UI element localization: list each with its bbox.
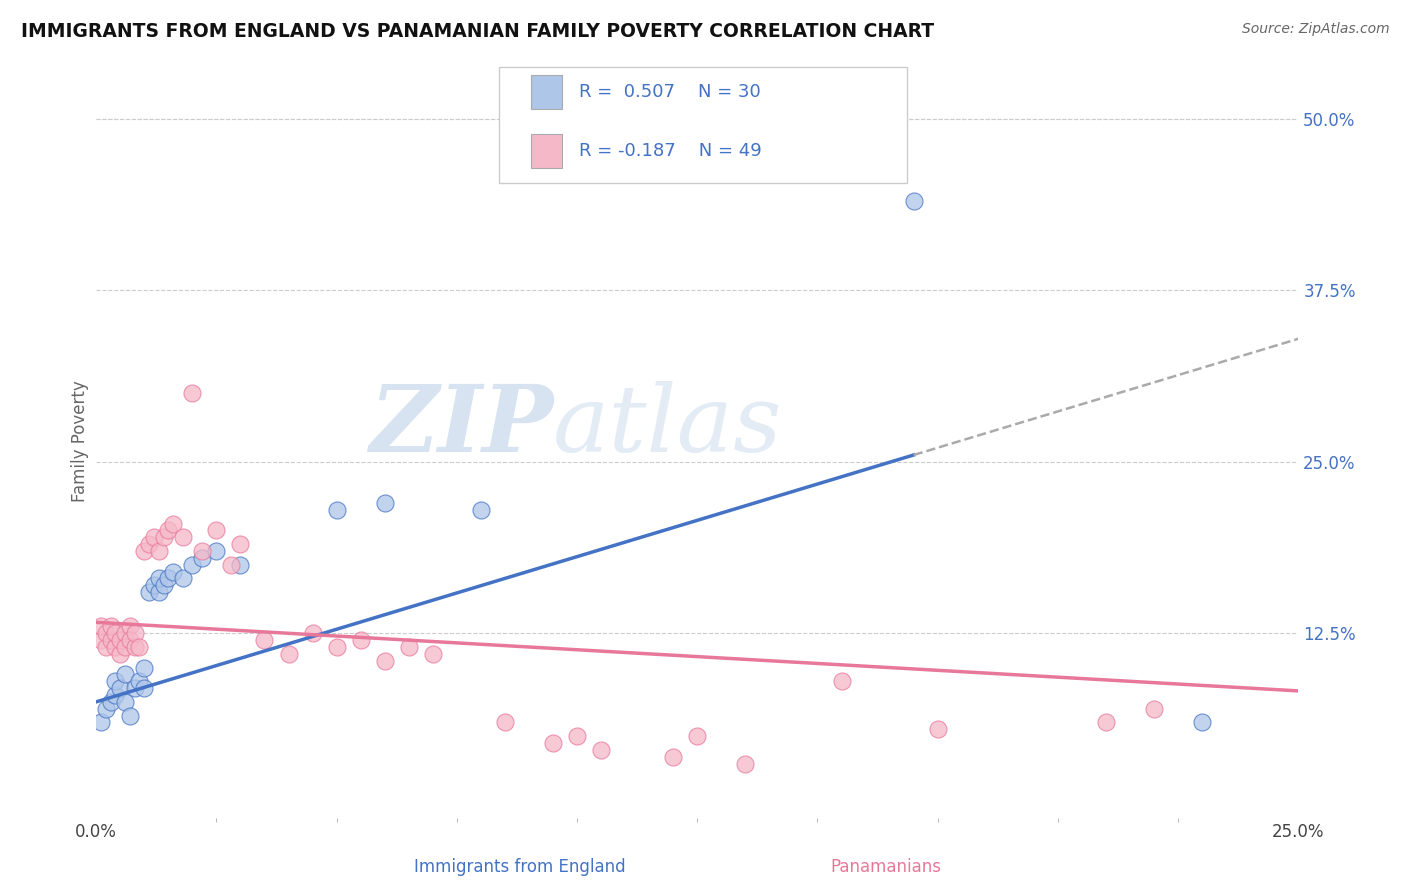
Point	[104, 688, 127, 702]
Point	[350, 633, 373, 648]
Point	[128, 674, 150, 689]
Point	[90, 633, 112, 648]
Point	[134, 544, 156, 558]
Point	[162, 565, 184, 579]
Point	[100, 695, 122, 709]
Point	[686, 729, 709, 743]
Point	[134, 681, 156, 695]
Point	[219, 558, 242, 572]
Point	[110, 633, 132, 648]
Point	[110, 681, 132, 695]
Point	[104, 626, 127, 640]
Point	[734, 756, 756, 771]
Point	[253, 633, 276, 648]
Text: R =  0.507    N = 30: R = 0.507 N = 30	[579, 83, 761, 101]
Point	[157, 571, 180, 585]
Point	[100, 633, 122, 648]
Point	[662, 749, 685, 764]
Point	[903, 194, 925, 209]
Point	[172, 530, 194, 544]
Text: ZIP: ZIP	[368, 381, 553, 471]
Point	[325, 640, 347, 654]
Point	[301, 626, 323, 640]
Point	[128, 640, 150, 654]
Point	[118, 708, 141, 723]
Point	[325, 503, 347, 517]
Point	[118, 633, 141, 648]
Point	[1143, 702, 1166, 716]
Point	[422, 647, 444, 661]
Point	[398, 640, 420, 654]
Point	[100, 619, 122, 633]
Point	[591, 743, 613, 757]
Point	[134, 660, 156, 674]
Point	[114, 667, 136, 681]
Y-axis label: Family Poverty: Family Poverty	[72, 380, 89, 502]
Point	[124, 681, 146, 695]
Text: IMMIGRANTS FROM ENGLAND VS PANAMANIAN FAMILY POVERTY CORRELATION CHART: IMMIGRANTS FROM ENGLAND VS PANAMANIAN FA…	[21, 22, 934, 41]
Point	[229, 537, 252, 551]
Point	[152, 578, 174, 592]
Point	[374, 654, 396, 668]
Point	[927, 723, 949, 737]
Point	[94, 702, 117, 716]
Point	[191, 544, 214, 558]
Point	[181, 386, 204, 401]
Point	[191, 550, 214, 565]
Point	[374, 496, 396, 510]
Point	[229, 558, 252, 572]
Point	[118, 619, 141, 633]
Point	[114, 640, 136, 654]
Point	[831, 674, 853, 689]
Point	[148, 544, 170, 558]
Point	[541, 736, 564, 750]
Point	[90, 619, 112, 633]
Point	[1095, 715, 1118, 730]
Point	[104, 640, 127, 654]
Point	[157, 524, 180, 538]
Point	[142, 578, 165, 592]
Point	[124, 640, 146, 654]
Point	[114, 695, 136, 709]
Point	[152, 530, 174, 544]
Point	[104, 674, 127, 689]
Text: Panamanians: Panamanians	[831, 858, 941, 876]
Point	[124, 626, 146, 640]
Point	[205, 524, 228, 538]
Point	[94, 640, 117, 654]
Point	[181, 558, 204, 572]
Point	[138, 585, 160, 599]
Point	[110, 647, 132, 661]
Text: atlas: atlas	[553, 381, 783, 471]
Point	[277, 647, 299, 661]
Point	[205, 544, 228, 558]
Point	[148, 585, 170, 599]
Point	[172, 571, 194, 585]
Point	[470, 503, 492, 517]
Point	[90, 715, 112, 730]
Text: Immigrants from England: Immigrants from England	[415, 858, 626, 876]
Point	[94, 626, 117, 640]
Text: Source: ZipAtlas.com: Source: ZipAtlas.com	[1241, 22, 1389, 37]
Point	[138, 537, 160, 551]
Point	[114, 626, 136, 640]
Text: R = -0.187    N = 49: R = -0.187 N = 49	[579, 142, 762, 160]
Point	[162, 516, 184, 531]
Point	[148, 571, 170, 585]
Point	[565, 729, 588, 743]
Point	[494, 715, 516, 730]
Point	[142, 530, 165, 544]
Point	[1191, 715, 1213, 730]
